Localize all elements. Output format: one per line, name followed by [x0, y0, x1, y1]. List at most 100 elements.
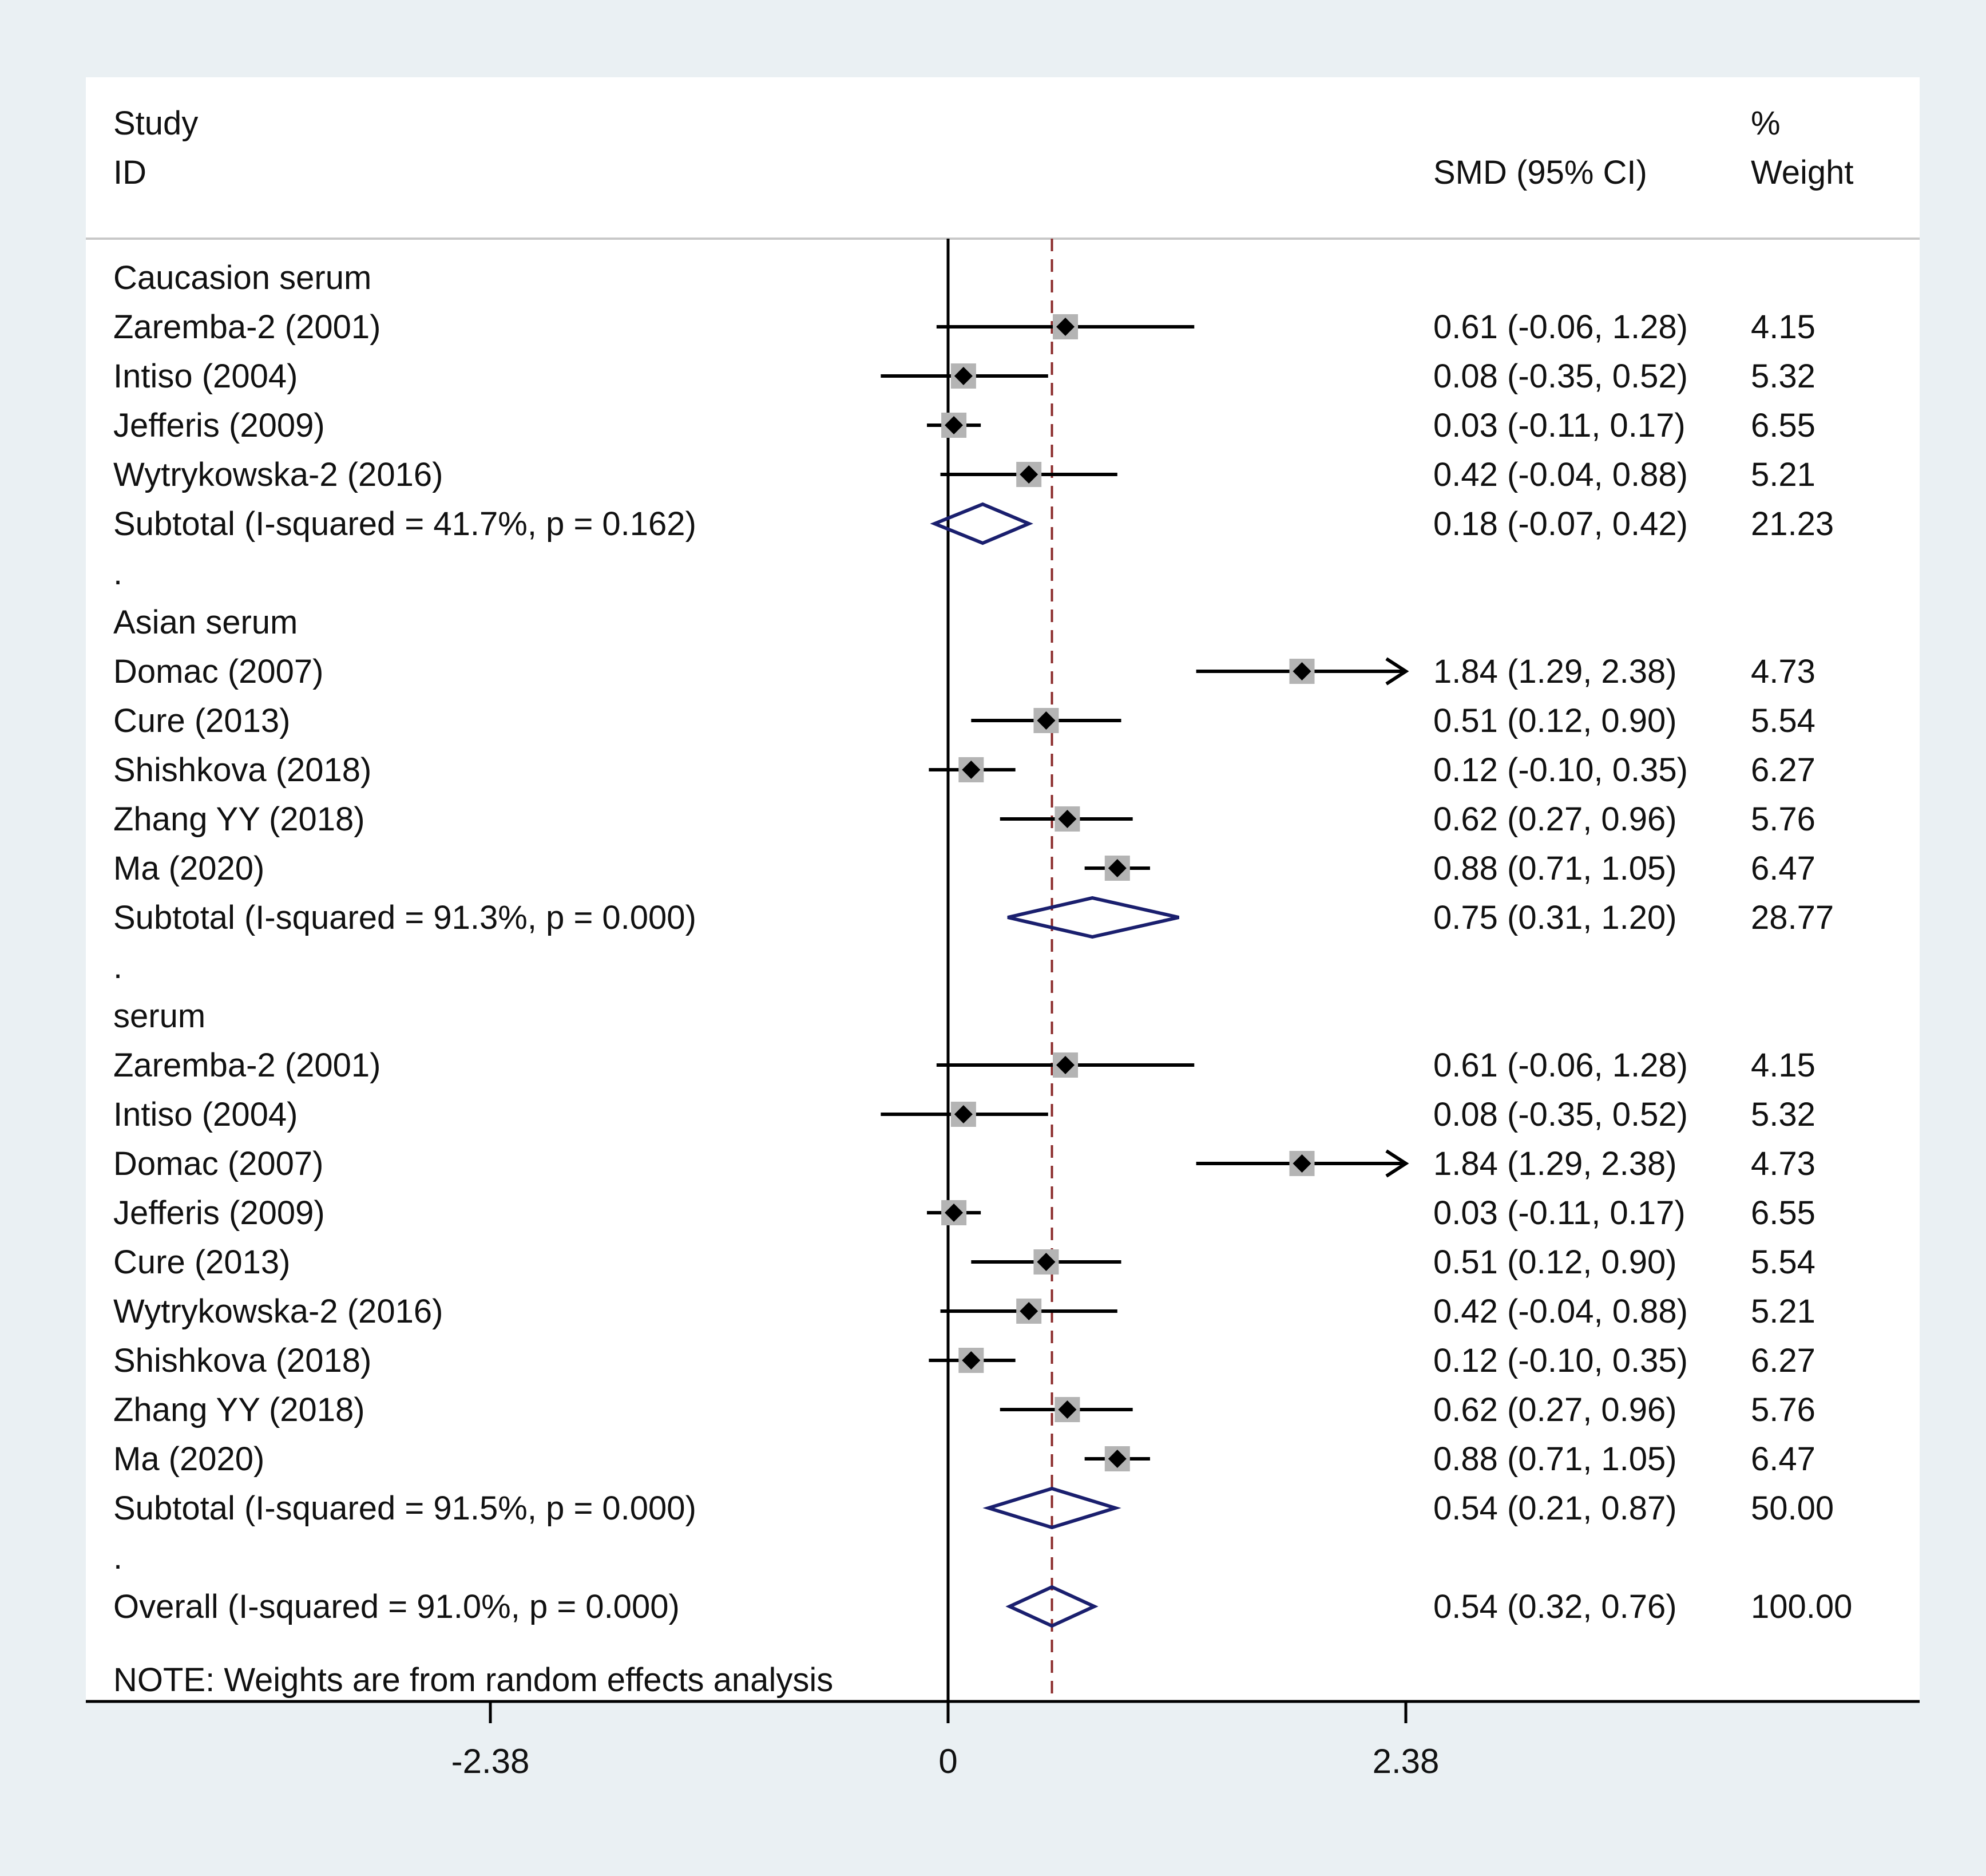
overall-label: Overall (I-squared = 91.0%, p = 0.000) [113, 1588, 680, 1625]
point-estimate [1056, 1056, 1075, 1074]
study-label: Intiso (2004) [113, 1096, 298, 1133]
subtotal-label: Subtotal (I-squared = 41.7%, p = 0.162) [113, 505, 696, 543]
study-label: Zaremba-2 (2001) [113, 1047, 380, 1084]
study-label: Domac (2007) [113, 1145, 323, 1182]
weight-text: 4.15 [1751, 308, 1815, 346]
weight-text: 5.54 [1751, 1244, 1815, 1281]
study-label: Zaremba-2 (2001) [113, 308, 380, 346]
study-label: Ma (2020) [113, 1440, 264, 1478]
weight-text: 6.55 [1751, 407, 1815, 444]
ci-text: 0.08 (-0.35, 0.52) [1433, 358, 1688, 395]
spacer-dot: . [113, 1539, 122, 1576]
subtotal-label: Subtotal (I-squared = 91.5%, p = 0.000) [113, 1490, 696, 1527]
weight-text: 4.15 [1751, 1047, 1815, 1084]
point-estimate [945, 416, 964, 434]
ci-text: 0.62 (0.27, 0.96) [1433, 1391, 1677, 1428]
x-tick-label: -2.38 [451, 1742, 530, 1780]
study-label: Jefferis (2009) [113, 1194, 325, 1232]
point-estimate [1058, 810, 1077, 828]
weight-text: 5.32 [1751, 358, 1815, 395]
point-estimate [1020, 1302, 1038, 1320]
ci-arrow [1385, 657, 1409, 686]
study-label: Shishkova (2018) [113, 751, 371, 789]
x-tick-label: 2.38 [1373, 1742, 1440, 1780]
subtotal-diamond [1007, 896, 1180, 939]
ci-text: 0.12 (-0.10, 0.35) [1433, 751, 1688, 789]
ci-text: 0.51 (0.12, 0.90) [1433, 702, 1677, 739]
spacer-dot: . [113, 555, 122, 592]
study-label: Cure (2013) [113, 702, 290, 739]
weight-text: 5.32 [1751, 1096, 1815, 1133]
point-estimate [1037, 1253, 1056, 1271]
subtotal-diamond [982, 1486, 1121, 1530]
study-label: Zhang YY (2018) [113, 801, 365, 838]
x-tick-label: 0 [938, 1742, 957, 1780]
study-label: Zhang YY (2018) [113, 1391, 365, 1428]
ci-text: 0.03 (-0.11, 0.17) [1433, 407, 1686, 444]
ci-text: 0.88 (0.71, 1.05) [1433, 1440, 1677, 1478]
ci-text: 1.84 (1.29, 2.38) [1433, 1145, 1677, 1182]
weight-text: 5.21 [1751, 1293, 1815, 1330]
ci-text: 0.18 (-0.07, 0.42) [1433, 505, 1688, 543]
ci-text: 0.12 (-0.10, 0.35) [1433, 1342, 1688, 1379]
study-label: Wytrykowska-2 (2016) [113, 456, 443, 493]
weight-text: 6.27 [1751, 1342, 1815, 1379]
overall-diamond [1005, 1585, 1099, 1628]
weight-text: 28.77 [1751, 899, 1834, 936]
weight-text: 6.47 [1751, 850, 1815, 887]
weight-text: 50.00 [1751, 1490, 1834, 1527]
point-estimate [1058, 1400, 1077, 1419]
weight-text: 5.76 [1751, 801, 1815, 838]
header-percent: % [1751, 105, 1781, 142]
subtotal-label: Subtotal (I-squared = 91.3%, p = 0.000) [113, 899, 696, 936]
weight-text: 6.55 [1751, 1194, 1815, 1232]
ci-text: 0.61 (-0.06, 1.28) [1433, 308, 1688, 346]
header-id: ID [113, 154, 146, 191]
study-label: Wytrykowska-2 (2016) [113, 1293, 443, 1330]
point-estimate [945, 1204, 964, 1222]
weight-text: 100.00 [1751, 1588, 1852, 1625]
study-label: Intiso (2004) [113, 358, 298, 395]
ci-text: 1.84 (1.29, 2.38) [1433, 653, 1677, 690]
point-estimate [1056, 318, 1075, 336]
header-weight: Weight [1751, 154, 1853, 191]
point-estimate [1020, 465, 1038, 484]
group-label: serum [113, 998, 205, 1035]
ci-text: 0.51 (0.12, 0.90) [1433, 1244, 1677, 1281]
study-label: Cure (2013) [113, 1244, 290, 1281]
study-label: Shishkova (2018) [113, 1342, 371, 1379]
study-label: Ma (2020) [113, 850, 264, 887]
subtotal-diamond [930, 502, 1033, 545]
ci-text: 0.75 (0.31, 1.20) [1433, 899, 1677, 936]
weight-text: 4.73 [1751, 1145, 1815, 1182]
study-label: Domac (2007) [113, 653, 323, 690]
point-estimate [1108, 859, 1127, 877]
ci-text: 0.42 (-0.04, 0.88) [1433, 456, 1688, 493]
point-estimate [1108, 1450, 1127, 1468]
point-estimate [954, 367, 973, 385]
weight-text: 5.21 [1751, 456, 1815, 493]
weight-text: 5.76 [1751, 1391, 1815, 1428]
ci-text: 0.42 (-0.04, 0.88) [1433, 1293, 1688, 1330]
header-smd: SMD (95% CI) [1433, 154, 1647, 191]
point-estimate [1293, 662, 1311, 680]
point-estimate [962, 761, 981, 779]
forest-marks: Caucasion serum Zaremba-2 (2001) 0.61 (-0.… [113, 239, 1852, 1701]
point-estimate [954, 1105, 973, 1123]
spacer-dot: . [113, 948, 122, 986]
ci-text: 0.03 (-0.11, 0.17) [1433, 1194, 1686, 1232]
ci-text: 0.54 (0.32, 0.76) [1433, 1588, 1677, 1625]
study-label: Jefferis (2009) [113, 407, 325, 444]
ci-text: 0.54 (0.21, 0.87) [1433, 1490, 1677, 1527]
plot-area: Study ID SMD (95% CI) % Weight Caucasion… [86, 77, 1920, 1701]
weight-text: 6.27 [1751, 751, 1815, 789]
weight-text: 21.23 [1751, 505, 1834, 543]
weight-text: 6.47 [1751, 1440, 1815, 1478]
ci-arrow [1385, 1149, 1409, 1178]
group-label: Caucasion serum [113, 259, 371, 296]
weight-text: 4.73 [1751, 653, 1815, 690]
group-label: Asian serum [113, 604, 298, 641]
header-study: Study [113, 105, 198, 142]
x-axis-layer: -2.38 0 2.38 [86, 1700, 1920, 1780]
weight-text: 5.54 [1751, 702, 1815, 739]
